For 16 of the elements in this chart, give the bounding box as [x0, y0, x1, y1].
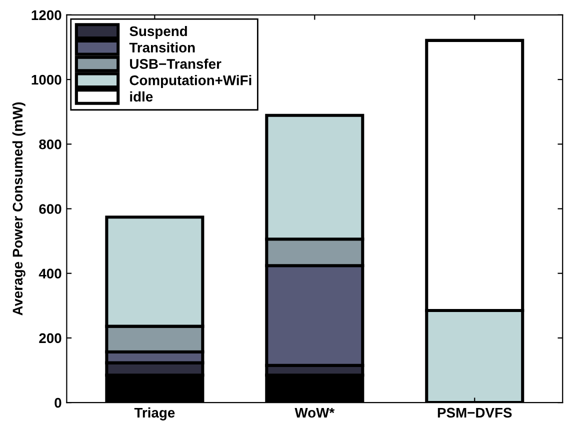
- y-tick-label: 800: [39, 139, 62, 150]
- y-tick-label: 400: [38, 268, 62, 279]
- y-axis-title: Average Power Consumed (mW): [12, 102, 26, 316]
- legend-label: Transition: [129, 42, 195, 53]
- legend-label: Suspend: [130, 26, 187, 39]
- legend-label: idle: [130, 91, 153, 102]
- x-tick-label: PSM−DVFS: [438, 408, 512, 418]
- legend-label: USB−Transfer: [130, 58, 222, 69]
- legend-label: Computation+WiFi: [130, 75, 252, 88]
- y-tick-label: 0: [54, 398, 62, 408]
- x-tick-label: WoW*: [294, 408, 335, 418]
- y-tick-label: 600: [39, 204, 62, 214]
- y-tick-label: 1200: [32, 10, 62, 20]
- y-tick-label: 1000: [32, 74, 62, 85]
- x-tick-label: Triage: [134, 407, 175, 420]
- y-tick-label: 200: [39, 333, 62, 344]
